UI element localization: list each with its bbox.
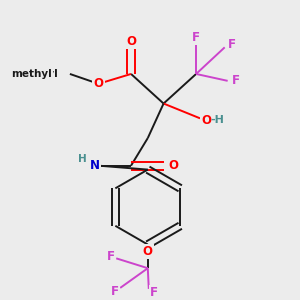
Text: F: F xyxy=(107,250,115,263)
Text: F: F xyxy=(192,31,200,44)
Text: -H: -H xyxy=(211,115,225,125)
Text: methyl: methyl xyxy=(17,69,58,79)
Text: N: N xyxy=(89,159,100,172)
Text: F: F xyxy=(150,286,158,299)
Text: O: O xyxy=(201,114,211,127)
Text: F: F xyxy=(232,74,239,87)
Text: O: O xyxy=(168,159,178,172)
Text: O: O xyxy=(143,245,153,258)
Text: O: O xyxy=(94,77,103,90)
Text: F: F xyxy=(111,285,119,298)
Text: methyl: methyl xyxy=(11,69,52,79)
Text: H: H xyxy=(78,154,87,164)
Text: F: F xyxy=(228,38,236,51)
Text: O: O xyxy=(126,35,136,48)
